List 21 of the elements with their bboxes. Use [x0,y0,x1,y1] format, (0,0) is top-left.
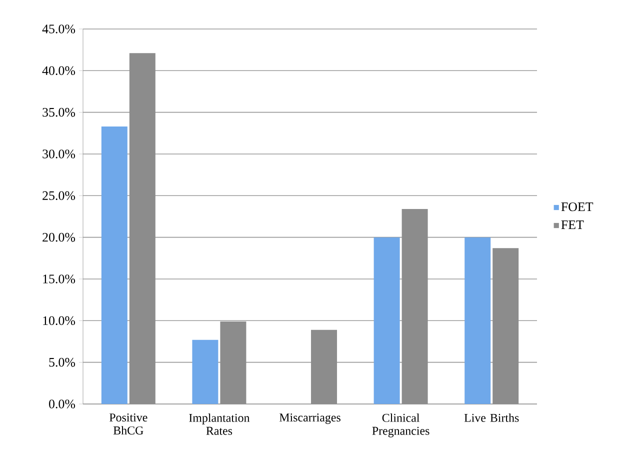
y-tick-label: 30.0% [42,150,76,158]
bar [464,237,491,404]
bar [374,237,400,404]
y-tick-label: 20.0% [42,232,76,242]
x-tick-label: Miscarriages [279,414,340,424]
y-tick-label: 40.0% [42,66,76,76]
y-tick-label: 0.0% [49,400,76,408]
y-tick-label: 15.0% [43,274,76,284]
y-tick-label: 5.0% [49,358,76,367]
x-tick-label: Live Births [464,414,519,422]
x-tick-label: Implantation Rates [189,414,250,435]
y-tick-label: 25.0% [42,191,76,200]
x-tick-label: Positive BhCG [109,414,148,434]
bar [192,340,218,404]
x-tick-label: Clinical Pregnancies [372,414,430,438]
legend-label: FOET [561,202,594,212]
y-tick-label: 45.0% [42,24,76,34]
legend-label: FET [561,220,584,230]
bar [101,126,128,404]
y-tick-label: 10.0% [43,316,76,326]
y-tick-label: 35.0% [42,108,76,117]
